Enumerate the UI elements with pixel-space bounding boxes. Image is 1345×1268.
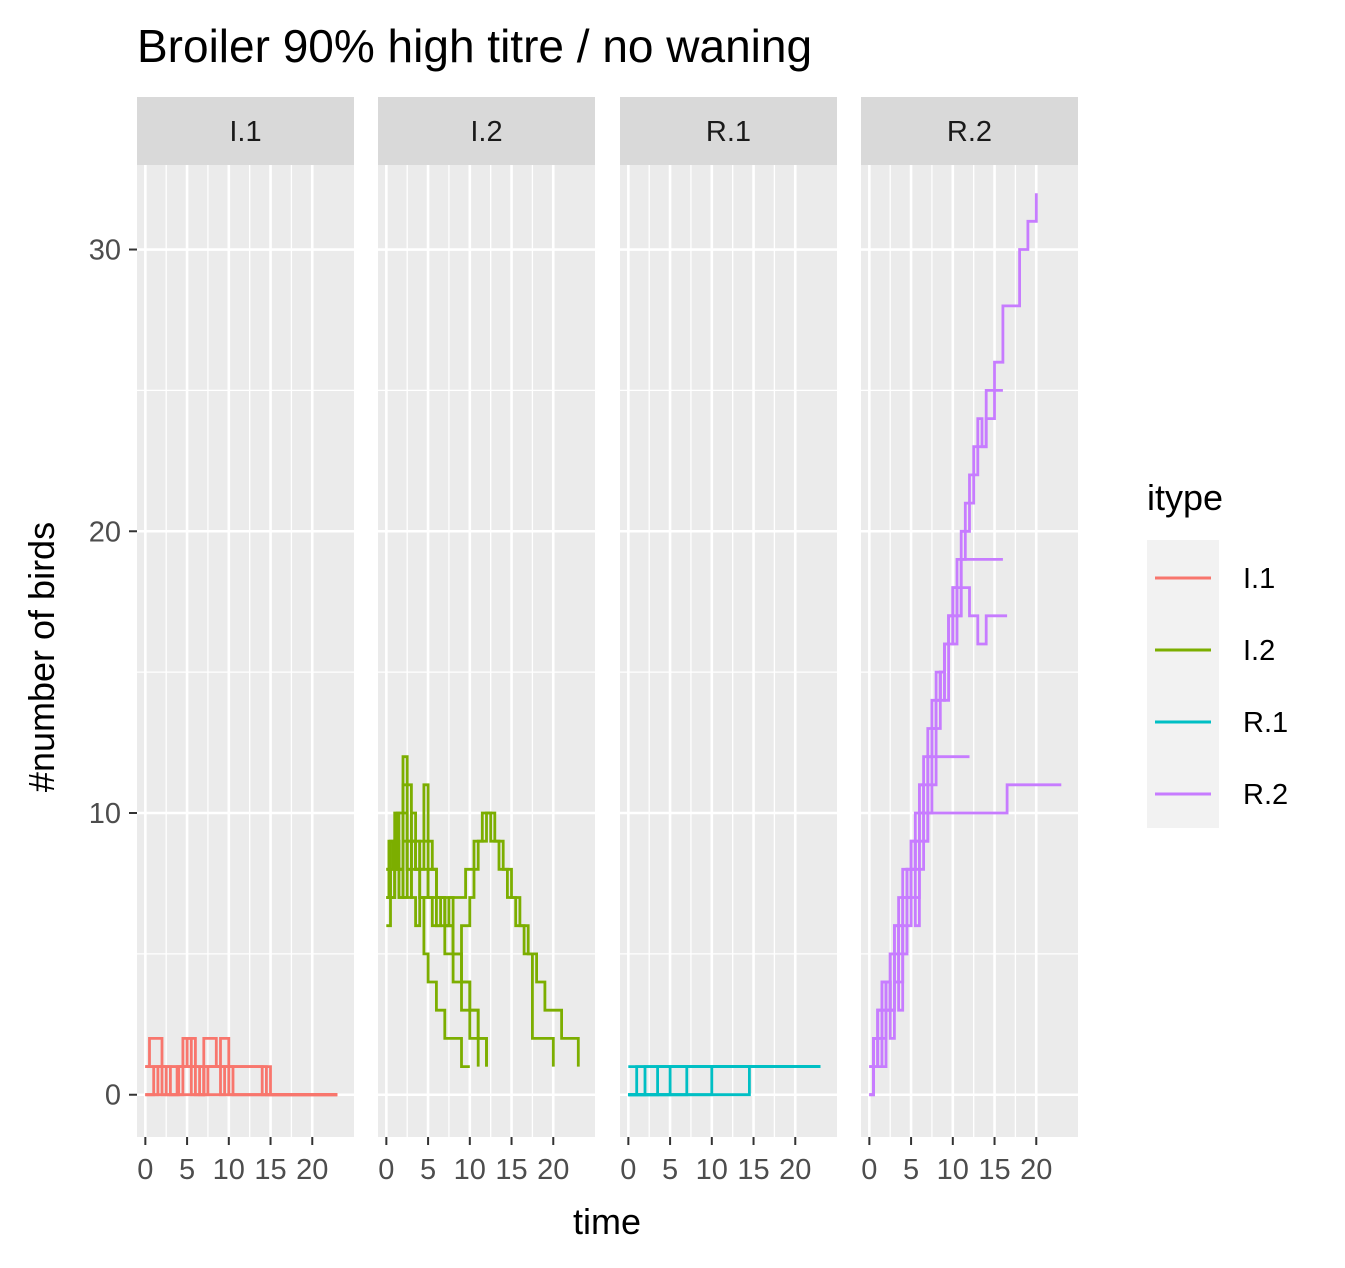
facet-strip: [378, 97, 595, 165]
x-tick-label: 5: [903, 1154, 919, 1186]
series-line-6: [145, 1065, 338, 1097]
x-axis: 0 5 10 15 20: [378, 1137, 569, 1186]
legend: itype I.1 I.2 R.1 R.2: [1147, 477, 1288, 828]
series-line-5: [386, 811, 555, 1067]
facet-strip: [137, 97, 354, 165]
series-layer: [145, 1037, 338, 1097]
facet-strip-label: I.1: [229, 116, 261, 148]
x-tick-label: 10: [696, 1154, 728, 1186]
x-tick-label: 20: [779, 1154, 811, 1186]
legend-label: R.1: [1243, 707, 1288, 739]
y-tick-label: 0: [105, 1080, 121, 1112]
facet-panel-i1: I.1 0 5 10 15 20: [137, 97, 354, 1186]
series-layer: [869, 193, 1062, 1097]
x-axis: 0 5 10 15 20: [137, 1137, 328, 1186]
facet-panel-r2: R.2 0 5 10 15 20: [861, 97, 1078, 1186]
y-axis: 0 10 20 30: [89, 235, 137, 1112]
x-tick-label: 5: [662, 1154, 678, 1186]
legend-label: R.2: [1243, 779, 1288, 811]
x-tick-label: 20: [296, 1154, 328, 1186]
panel-gridlines: [861, 165, 1078, 1137]
series-layer: [386, 755, 580, 1068]
y-tick-label: 20: [89, 516, 121, 548]
x-tick-label: 20: [537, 1154, 569, 1186]
x-tick-label: 10: [937, 1154, 969, 1186]
y-tick-label: 10: [89, 798, 121, 830]
x-tick-label: 0: [137, 1154, 153, 1186]
panel-background: [861, 165, 1078, 1137]
legend-items: I.1 I.2 R.1 R.2: [1155, 563, 1288, 811]
x-tick-label: 10: [213, 1154, 245, 1186]
series-line-6: [869, 755, 970, 1097]
x-tick-label: 15: [254, 1154, 286, 1186]
x-tick-label: 10: [454, 1154, 486, 1186]
series-line-6: [386, 811, 580, 1067]
legend-label: I.1: [1243, 563, 1275, 595]
x-tick-label: 15: [737, 1154, 769, 1186]
x-tick-label: 0: [861, 1154, 877, 1186]
facet-strip-label: I.2: [470, 116, 502, 148]
x-tick-label: 15: [495, 1154, 527, 1186]
x-tick-label: 20: [1020, 1154, 1052, 1186]
facet-strip: [620, 97, 837, 165]
legend-key-background: [1147, 540, 1219, 828]
facet-panel-i2: I.2 0 5 10 15 20: [378, 97, 595, 1186]
panel-background: [137, 165, 354, 1137]
legend-label: I.2: [1243, 635, 1275, 667]
y-tick-label: 30: [89, 235, 121, 267]
panel-gridlines: [137, 165, 354, 1137]
facet-strip-label: R.2: [947, 116, 992, 148]
x-tick-label: 5: [420, 1154, 436, 1186]
legend-title: itype: [1147, 477, 1223, 518]
panel-gridlines: [378, 165, 595, 1137]
panel-background: [620, 165, 837, 1137]
x-axis: 0 5 10 15 20: [620, 1137, 811, 1186]
x-axis: 0 5 10 15 20: [861, 1137, 1052, 1186]
panel-background: [378, 165, 595, 1137]
panel-gridlines: [620, 165, 837, 1137]
y-axis-title: #number of birds: [21, 522, 62, 792]
facet-strip-label: R.1: [706, 116, 751, 148]
x-axis-title: time: [573, 1201, 641, 1242]
x-tick-label: 0: [378, 1154, 394, 1186]
series-line-5: [869, 586, 1008, 1068]
facet-panel-r1: R.1 0 5 10 15 20: [620, 97, 837, 1186]
x-tick-label: 5: [179, 1154, 195, 1186]
facet-strip: [861, 97, 1078, 165]
x-tick-label: 15: [978, 1154, 1010, 1186]
x-tick-label: 0: [620, 1154, 636, 1186]
chart-title: Broiler 90% high titre / no waning: [137, 20, 812, 72]
series-layer: [628, 1065, 821, 1097]
